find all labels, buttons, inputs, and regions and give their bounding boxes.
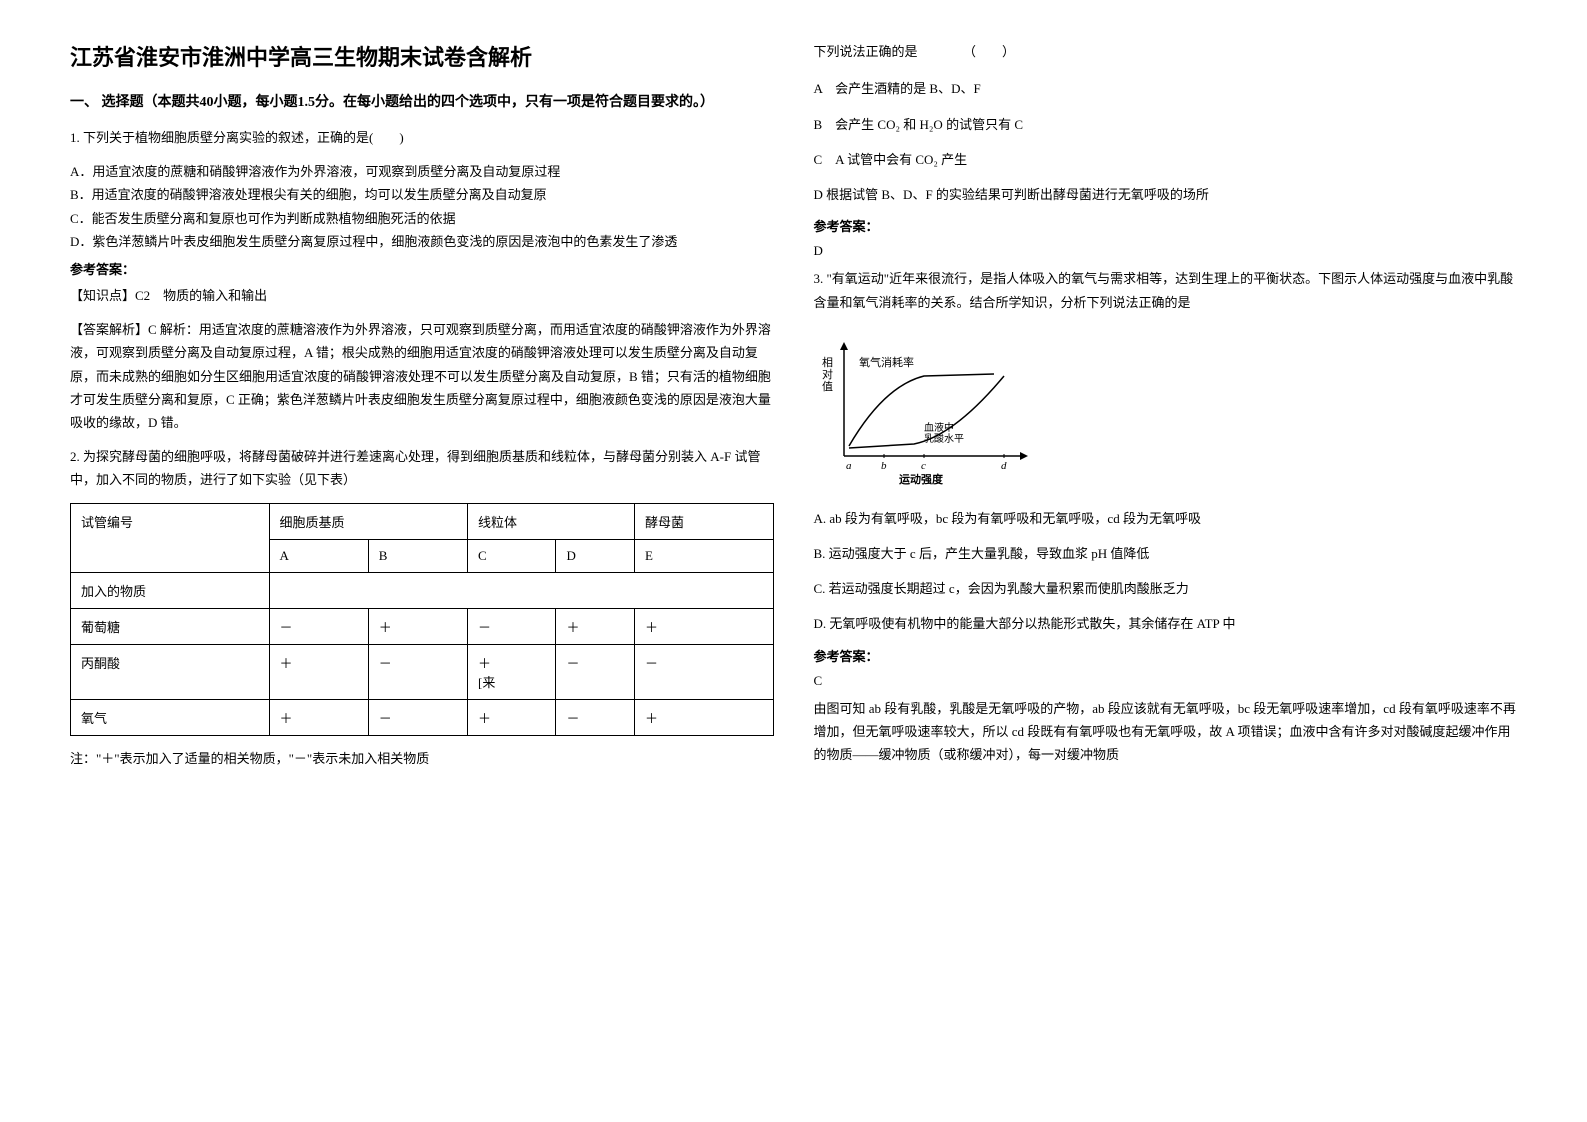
table-r0c5: ＋: [634, 609, 773, 645]
table-r3c4: －: [556, 700, 635, 736]
q2-stem: 2. 为探究酵母菌的细胞呼吸，将酵母菌破碎并进行差速离心处理，得到细胞质基质和线…: [70, 445, 774, 492]
chart-series2-label-2: 乳酸水平: [924, 432, 964, 445]
q3-stem: 3. "有氧运动"近年来很流行，是指人体吸入的氧气与需求相等，达到生理上的平衡状…: [814, 267, 1518, 314]
chart-ylabel: 相: [822, 356, 833, 369]
q3-option-b: B. 运动强度大于 c 后，产生大量乳酸，导致血浆 pH 值降低: [814, 538, 1518, 569]
table-r3c5: ＋: [634, 700, 773, 736]
q3-explanation: 由图可知 ab 段有乳酸，乳酸是无氧呼吸的产物，ab 段应该就有无氧呼吸，bc …: [814, 697, 1518, 767]
q2-cont-b: B 会产生 CO₂ 和 H₂O 的试管只有 C: [814, 109, 1518, 140]
svg-text:对: 对: [822, 367, 833, 381]
q3-chart: 相 对 值 氧气消耗率 血液中 乳酸水平 a b c d 运动强度: [814, 336, 1034, 486]
chart-series2-label-1: 血液中: [924, 421, 954, 434]
table-r1c0: 丙酮酸: [71, 645, 270, 700]
chart-xtick-d: d: [1001, 460, 1007, 472]
q3-option-c: C. 若运动强度长期超过 c，会因为乳酸大量积累而使肌肉酸胀乏力: [814, 573, 1518, 604]
table-r1c1: ＋: [269, 645, 368, 700]
table-sub-a: A: [269, 540, 368, 573]
q1-knowledge-point: 【知识点】C2 物质的输入和输出: [70, 284, 774, 307]
q2-answer-label: 参考答案：: [814, 216, 1518, 235]
table-r0c1: －: [269, 609, 368, 645]
table-r0c4: ＋: [556, 609, 635, 645]
table-sub-e: E: [634, 540, 773, 573]
q2-cont-d: D 根据试管 B、D、F 的实验结果可判断出酵母菌进行无氧呼吸的场所: [814, 179, 1518, 210]
table-r3c3: ＋: [467, 700, 555, 736]
table-r0c0: 葡萄糖: [71, 609, 270, 645]
q2-cont-stem: 下列说法正确的是 （ ）: [814, 40, 1518, 63]
table-r3c1: ＋: [269, 700, 368, 736]
q3-answer: C: [814, 673, 1518, 689]
q2-table-note: 注："＋"表示加入了适量的相关物质，"－"表示未加入相关物质: [70, 748, 774, 767]
table-header-col1: 细胞质基质: [269, 504, 467, 540]
q1-option-c: C．能否发生质壁分离和复原也可作为判断成熟植物细胞死活的依据: [70, 207, 774, 230]
q2-cont-c: C A 试管中会有 CO₂ 产生: [814, 144, 1518, 175]
table-header-col5: 酵母菌: [634, 504, 773, 540]
table-r1c4: －: [556, 645, 635, 700]
q2-table: 试管编号 细胞质基质 线粒体 酵母菌 A B C D E 加入的物质 葡萄糖 －…: [70, 503, 774, 736]
table-r3c0: 氧气: [71, 700, 270, 736]
q1-option-a: A．用适宜浓度的蔗糖和硝酸钾溶液作为外界溶液，可观察到质壁分离及自动复原过程: [70, 160, 774, 183]
q3-option-a: A. ab 段为有氧呼吸，bc 段为有氧呼吸和无氧呼吸，cd 段为无氧呼吸: [814, 503, 1518, 534]
table-r0c2: ＋: [368, 609, 467, 645]
chart-xlabel: 运动强度: [899, 472, 944, 486]
table-sub-d: D: [556, 540, 635, 573]
q2-cont-a: A 会产生酒精的是 B、D、F: [814, 73, 1518, 104]
q3-answer-label: 参考答案：: [814, 646, 1518, 665]
table-empty: [269, 573, 773, 609]
q1-option-b: B．用适宜浓度的硝酸钾溶液处理根尖有关的细胞，均可以发生质壁分离及自动复原: [70, 183, 774, 206]
q1-explanation: 【答案解析】C 解析：用适宜浓度的蔗糖溶液作为外界溶液，只可观察到质壁分离，而用…: [70, 318, 774, 435]
svg-text:值: 值: [822, 380, 833, 393]
q2-answer: D: [814, 243, 1518, 259]
chart-xtick-a: a: [846, 460, 852, 472]
table-r1c3: ＋ [来: [467, 645, 555, 700]
table-rows-label: 加入的物质: [71, 573, 270, 609]
table-sub-b: B: [368, 540, 467, 573]
table-r3c2: －: [368, 700, 467, 736]
q1-stem: 1. 下列关于植物细胞质壁分离实验的叙述，正确的是( ): [70, 126, 774, 149]
q1-answer-label: 参考答案：: [70, 259, 774, 278]
table-sub-c: C: [467, 540, 555, 573]
q3-option-d: D. 无氧呼吸使有机物中的能量大部分以热能形式散失，其余储存在 ATP 中: [814, 608, 1518, 639]
q1-option-d: D．紫色洋葱鳞片叶表皮细胞发生质壁分离复原过程中，细胞液颜色变浅的原因是液泡中的…: [70, 230, 774, 253]
section-intro: 一、 选择题（本题共40小题，每小题1.5分。在每小题给出的四个选项中，只有一项…: [70, 92, 774, 114]
chart-series1-label: 氧气消耗率: [859, 355, 914, 369]
table-header-col0: 试管编号: [71, 504, 270, 573]
table-r0c3: －: [467, 609, 555, 645]
chart-xtick-c: c: [921, 460, 926, 472]
table-r1c5: －: [634, 645, 773, 700]
chart-xtick-b: b: [881, 460, 887, 472]
table-r1c2: －: [368, 645, 467, 700]
page-title: 江苏省淮安市淮洲中学高三生物期末试卷含解析: [70, 40, 774, 72]
table-header-col3: 线粒体: [467, 504, 634, 540]
